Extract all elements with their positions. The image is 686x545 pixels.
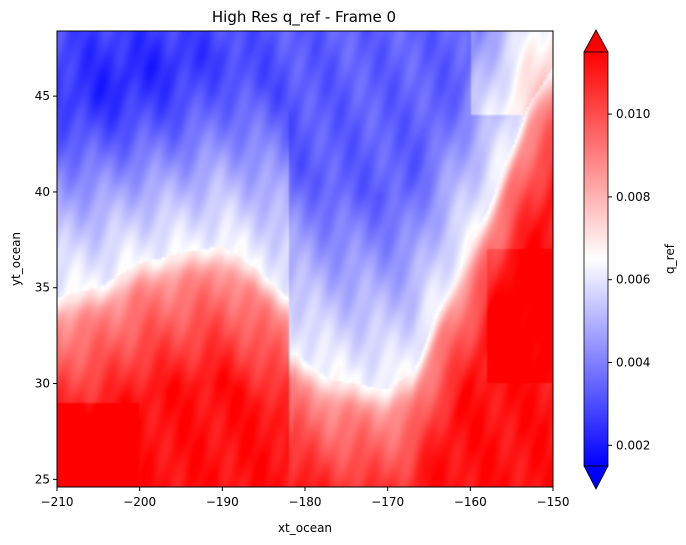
y-tick-label: 35 [35, 281, 50, 295]
colorbar-extend-min [583, 465, 609, 490]
colorbar-label: q_ref [663, 243, 677, 274]
plot-area [56, 30, 554, 488]
y-tick-label: 45 [35, 89, 50, 103]
colorbar-extend-max [583, 29, 609, 53]
x-tick-label: −160 [454, 495, 487, 509]
chart-title: High Res q_ref - Frame 0 [212, 8, 396, 27]
x-axis-label: xt_ocean [278, 521, 332, 535]
y-tick-label: 40 [35, 185, 50, 199]
y-tick-label: 30 [35, 377, 50, 391]
colorbar-bar [583, 51, 609, 467]
x-tick-label: −200 [123, 495, 156, 509]
x-tick-label: −180 [289, 495, 322, 509]
y-axis: 25 30 35 40 45 [35, 89, 57, 486]
colorbar-tick-label: 0.002 [616, 438, 650, 452]
colorbar-tick-label: 0.010 [616, 107, 650, 121]
x-tick-label: −210 [41, 495, 74, 509]
x-tick-label: −170 [371, 495, 404, 509]
colorbar-ticks: 0.002 0.004 0.006 0.008 0.010 [608, 107, 650, 452]
x-tick-label: −150 [537, 495, 570, 509]
y-tick-label: 25 [35, 472, 50, 486]
x-tick-label: −190 [206, 495, 239, 509]
x-axis: −210 −200 −190 −180 −170 −160 −150 [41, 487, 570, 509]
y-axis-label: yt_ocean [9, 232, 23, 286]
colorbar-tick-label: 0.006 [616, 273, 650, 287]
heatmap-image [57, 31, 553, 487]
colorbar-tick-label: 0.004 [616, 356, 650, 370]
colorbar: 0.002 0.004 0.006 0.008 0.010 q_ref [583, 29, 677, 490]
colorbar-tick-label: 0.008 [616, 190, 650, 204]
